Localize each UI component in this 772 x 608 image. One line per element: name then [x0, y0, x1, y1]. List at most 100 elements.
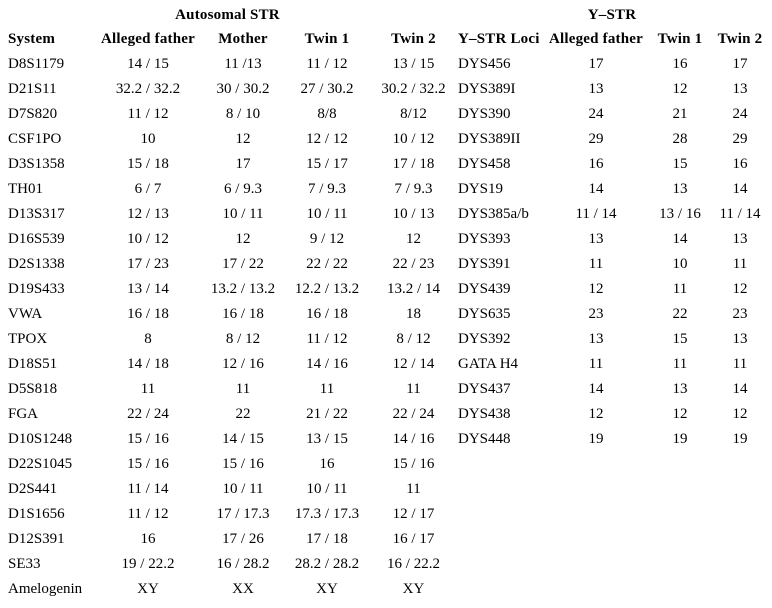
allele-value: 29: [732, 131, 748, 147]
allele-value: 14: [732, 381, 748, 397]
allele-value: 7 / 9.3: [394, 181, 433, 197]
locus-label: SE33: [8, 556, 41, 572]
allele-value: 11: [672, 356, 688, 372]
locus-label: D2S441: [8, 481, 58, 497]
table-row: DYS438 12 12 12: [455, 402, 769, 427]
locus-label: GATA H4: [458, 356, 519, 372]
column-header: Alleged father: [100, 30, 196, 47]
allele-value: 14: [672, 231, 688, 247]
allele-value: 8 / 12: [396, 331, 431, 347]
allele-value: 23: [588, 306, 604, 322]
allele-value: 15 / 16: [392, 456, 435, 472]
locus-label: D3S1358: [8, 156, 65, 172]
allele-value: 15 / 18: [127, 156, 169, 172]
autosomal-header-row: System Alleged father Mother Twin 1 Twin 2: [0, 26, 455, 52]
autosomal-str-title: Autosomal STR: [175, 7, 280, 23]
table-row: D5S818 11 11 11 11: [0, 377, 455, 402]
locus-label: TPOX: [8, 331, 48, 347]
allele-value: 16: [588, 156, 604, 172]
allele-value: 13: [588, 231, 604, 247]
table-row: DYS437 14 13 14: [455, 377, 769, 402]
locus-label: D22S1045: [8, 456, 73, 472]
allele-value: 12: [588, 281, 604, 297]
locus-label: DYS448: [458, 431, 511, 447]
allele-value: 17 / 22: [222, 256, 264, 272]
table-row: DYS635 23 22 23: [455, 302, 769, 327]
locus-label: DYS389I: [458, 81, 516, 97]
allele-value: 19: [588, 431, 604, 447]
allele-value: 11: [406, 381, 421, 397]
locus-label: D1S1656: [8, 506, 65, 522]
allele-value: 16: [319, 456, 335, 472]
allele-value: 11: [406, 481, 421, 497]
allele-value: 7 / 9.3: [308, 181, 346, 197]
table-row: DYS439 12 11 12: [455, 277, 769, 302]
allele-value: 16 / 22.2: [387, 556, 440, 572]
allele-value: XY: [402, 581, 425, 597]
locus-label: D13S317: [8, 206, 65, 222]
table-row: D12S391 16 17 / 26 17 / 18 16 / 17: [0, 527, 455, 552]
allele-value: 12: [235, 231, 251, 247]
column-header: Twin 1: [657, 30, 703, 47]
allele-value: 10 / 11: [306, 481, 348, 497]
table-row: DYS458 16 15 16: [455, 152, 769, 177]
locus-label: D10S1248: [8, 431, 73, 447]
table-row: D13S317 12 / 13 10 / 11 10 / 11 10 / 13: [0, 202, 455, 227]
allele-value: 12: [235, 131, 251, 147]
allele-value: 11: [732, 256, 748, 272]
allele-value: 13 / 15: [392, 56, 435, 72]
allele-value: 22 / 24: [392, 406, 435, 422]
table-row: DYS390 24 21 24: [455, 102, 769, 127]
table-row: GATA H4 11 11 11: [455, 352, 769, 377]
table-row: DYS456 17 16 17: [455, 52, 769, 77]
allele-value: 10 / 12: [392, 131, 435, 147]
allele-value: 14: [588, 181, 604, 197]
locus-label: TH01: [8, 181, 43, 197]
allele-value: 14 / 16: [392, 431, 435, 447]
allele-value: 15 / 16: [222, 456, 264, 472]
allele-value: 15 / 16: [127, 456, 169, 472]
allele-value: 21: [672, 106, 688, 122]
allele-value: 17: [732, 56, 748, 72]
table-row: TPOX 8 8 / 12 11 / 12 8 / 12: [0, 327, 455, 352]
allele-value: 17 / 18: [392, 156, 435, 172]
table-row: D21S11 32.2 / 32.2 30 / 30.2 27 / 30.2 30.2 …: [0, 77, 455, 102]
locus-label: D8S1179: [8, 56, 65, 72]
allele-value: 11: [732, 356, 748, 372]
locus-label: DYS437: [458, 381, 511, 397]
locus-label: DYS391: [458, 256, 511, 272]
table-row: D8S1179 14 / 15 11 /13 11 / 12 13 / 15: [0, 52, 455, 77]
locus-label: D2S1338: [8, 256, 65, 272]
allele-value: 12: [732, 406, 748, 422]
locus-label: DYS458: [458, 156, 511, 172]
allele-value: 22: [672, 306, 688, 322]
allele-value: 10 / 12: [127, 231, 169, 247]
allele-value: 32.2 / 32.2: [115, 81, 181, 97]
allele-value: 14 / 16: [306, 356, 348, 372]
allele-value: 11 / 12: [306, 56, 348, 72]
allele-value: 13: [732, 331, 748, 347]
column-header: Y–STR Loci: [458, 30, 540, 47]
allele-value: 10 / 11: [306, 206, 348, 222]
y-str-header-row: Y–STR Loci Alleged father Twin 1 Twin 2: [455, 26, 769, 52]
table-row: D19S433 13 / 14 13.2 / 13.2 12.2 / 13.2 13.2…: [0, 277, 455, 302]
locus-label: VWA: [8, 306, 43, 322]
locus-label: CSF1PO: [8, 131, 62, 147]
allele-value: XY: [137, 581, 159, 597]
allele-value: 12 / 13: [127, 206, 169, 222]
allele-value: 11: [319, 381, 335, 397]
allele-value: 10 / 13: [392, 206, 435, 222]
column-header: Mother: [218, 30, 268, 47]
allele-value: 12: [406, 231, 421, 247]
table-row: D18S51 14 / 18 12 / 16 14 / 16 12 / 14: [0, 352, 455, 377]
allele-value: 11 / 12: [127, 506, 169, 522]
allele-value: 18: [406, 306, 421, 322]
allele-value: 13 / 14: [127, 281, 169, 297]
allele-value: 13: [672, 181, 688, 197]
locus-label: DYS389II: [458, 131, 521, 147]
allele-value: 8 / 10: [225, 106, 261, 122]
autosomal-str-table: System Alleged father Mother Twin 1 Twin 2 D…: [0, 26, 455, 602]
allele-value: 12 / 16: [222, 356, 264, 372]
locus-label: DYS390: [458, 106, 511, 122]
locus-label: D12S391: [8, 531, 65, 547]
